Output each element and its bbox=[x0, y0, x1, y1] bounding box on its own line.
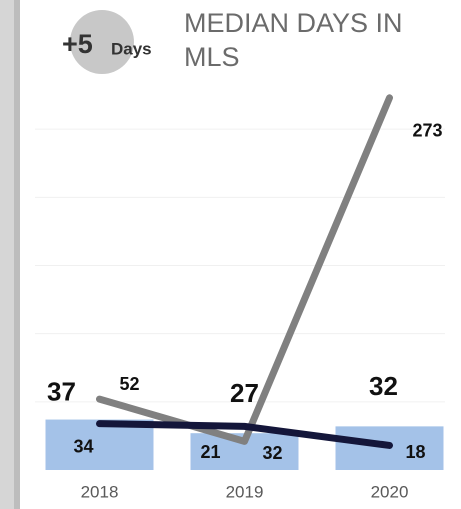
bar bbox=[45, 419, 154, 470]
data-label: 273 bbox=[412, 121, 442, 141]
side-border bbox=[14, 0, 20, 509]
data-label: 32 bbox=[369, 371, 398, 401]
x-tick-label: 2020 bbox=[371, 482, 409, 501]
data-label: 18 bbox=[405, 442, 425, 462]
data-label: 27 bbox=[230, 378, 259, 408]
data-label: 37 bbox=[47, 376, 76, 406]
data-label: 32 bbox=[262, 443, 282, 463]
chart-title: MEDIAN DAYS IN MLS bbox=[184, 8, 403, 72]
badge-circle bbox=[70, 10, 134, 74]
line bbox=[96, 420, 393, 449]
x-tick-label: 2018 bbox=[81, 482, 119, 501]
x-tick-label: 2019 bbox=[226, 482, 264, 501]
line bbox=[96, 94, 393, 445]
badge-value: +5 bbox=[62, 29, 93, 59]
data-label: 52 bbox=[119, 374, 139, 394]
data-label: 21 bbox=[200, 442, 220, 462]
data-label: 34 bbox=[73, 436, 93, 456]
badge-unit: Days bbox=[111, 39, 152, 58]
